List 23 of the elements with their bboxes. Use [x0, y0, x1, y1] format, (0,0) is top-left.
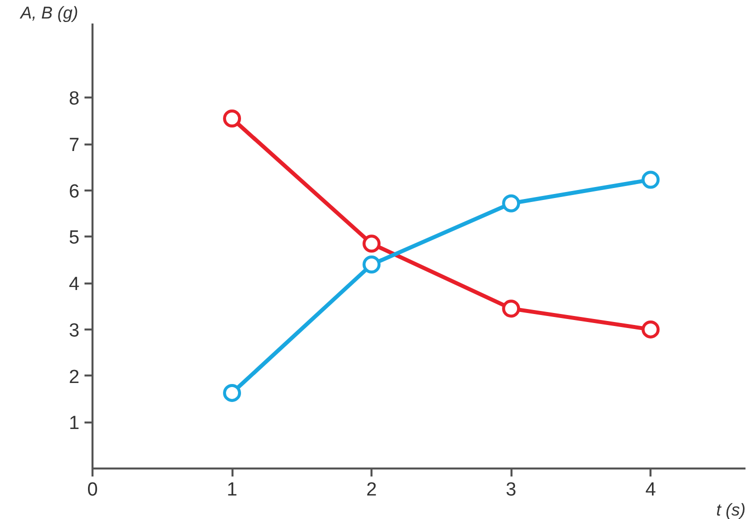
point [223, 384, 242, 402]
point [362, 256, 381, 274]
x-axis-title: t (s) [716, 500, 746, 519]
x-tick-label: 3 [506, 480, 516, 500]
point [362, 234, 381, 253]
x-tick-label: 0 [87, 480, 98, 500]
y-tick-label: 2 [68, 366, 80, 388]
y-tick-label: 5 [68, 228, 80, 249]
y-tick-label: 8 [68, 88, 80, 110]
point [642, 320, 660, 338]
point [223, 110, 242, 128]
y-tick-label: 3 [68, 320, 80, 342]
point [642, 170, 660, 189]
point [502, 300, 520, 318]
y-tick-label: 4 [68, 274, 80, 296]
y-tick-label: 6 [68, 181, 80, 202]
y-tick-label: 7 [68, 135, 80, 156]
y-tick-label: 1 [68, 413, 80, 434]
x-tick-label: 2 [366, 480, 377, 500]
y-axis-title: A, B (g) [20, 4, 78, 22]
x-tick-label: 1 [226, 480, 238, 500]
point [502, 194, 520, 212]
x-tick-label: 4 [645, 480, 656, 500]
